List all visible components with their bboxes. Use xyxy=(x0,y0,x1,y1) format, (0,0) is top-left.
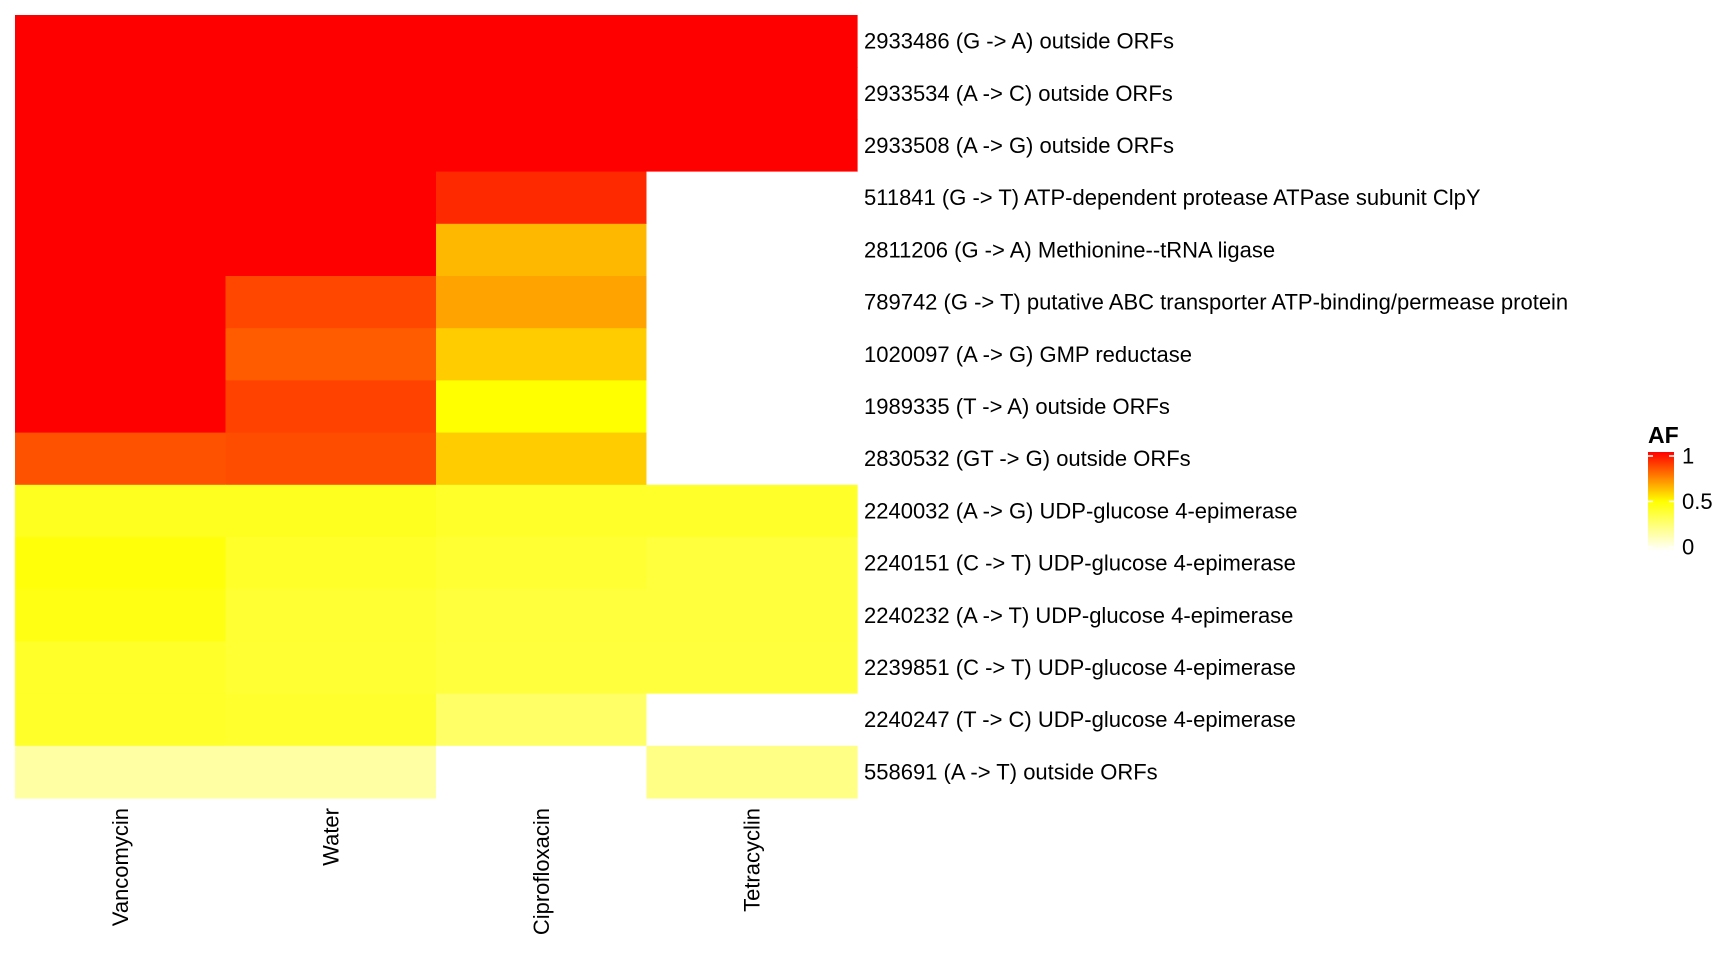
heatmap-cell xyxy=(15,276,227,329)
row-label: 558691 (A -> T) outside ORFs xyxy=(864,759,1158,784)
row-label: 2933508 (A -> G) outside ORFs xyxy=(864,133,1174,158)
heatmap-cell xyxy=(436,223,648,277)
heatmap-cell xyxy=(436,15,648,68)
heatmap-cell xyxy=(225,537,437,590)
heatmap-cell xyxy=(436,328,648,381)
heatmap-cell xyxy=(15,67,227,120)
row-label: 2830532 (GT -> G) outside ORFs xyxy=(864,446,1191,471)
heatmap-cell xyxy=(646,15,858,68)
legend-tick-label: 1 xyxy=(1682,444,1694,469)
row-label: 2239851 (C -> T) UDP-glucose 4-epimerase xyxy=(864,655,1296,680)
row-label: 2240232 (A -> T) UDP-glucose 4-epimerase xyxy=(864,603,1293,628)
heatmap-cell xyxy=(225,223,437,277)
heatmap-cell xyxy=(15,380,227,434)
row-label: 1989335 (T -> A) outside ORFs xyxy=(864,394,1170,419)
heatmap-cell xyxy=(225,484,437,538)
heatmap-cell xyxy=(15,119,227,173)
heatmap-cell xyxy=(436,67,648,120)
heatmap-cell xyxy=(646,276,858,329)
row-label: 2240032 (A -> G) UDP-glucose 4-epimerase xyxy=(864,498,1298,523)
heatmap-cell xyxy=(436,380,648,434)
heatmap-cell xyxy=(225,119,437,173)
heatmap-cell xyxy=(646,119,858,173)
heatmap-cell xyxy=(225,15,437,68)
heatmap-cell xyxy=(646,589,858,642)
heatmap-cell xyxy=(646,745,858,799)
heatmap-cell xyxy=(646,380,858,434)
heatmap-cell xyxy=(436,484,648,538)
column-label: Vancomycin xyxy=(108,808,133,926)
heatmap-cell xyxy=(646,432,858,486)
heatmap-cell xyxy=(15,223,227,277)
heatmap-cell xyxy=(225,693,437,747)
heatmap-cell xyxy=(225,276,437,329)
row-label: 1020097 (A -> G) GMP reductase xyxy=(864,342,1192,367)
heatmap-cell xyxy=(225,67,437,120)
row-labels: 2933486 (G -> A) outside ORFs 2933534 (A … xyxy=(864,29,1568,785)
heatmap-cells xyxy=(15,15,858,799)
heatmap-cell xyxy=(646,171,858,225)
column-label: Ciprofloxacin xyxy=(529,808,554,935)
heatmap-cell xyxy=(225,328,437,381)
heatmap-cell xyxy=(15,537,227,590)
heatmap-cell xyxy=(646,537,858,590)
row-label: 2240151 (C -> T) UDP-glucose 4-epimerase xyxy=(864,551,1296,576)
row-label: 2933486 (G -> A) outside ORFs xyxy=(864,29,1174,54)
legend-ticks: 00.51 xyxy=(1648,444,1713,560)
heatmap-cell xyxy=(436,171,648,225)
heatmap-cell xyxy=(436,276,648,329)
legend-tick-label: 0 xyxy=(1682,535,1694,560)
heatmap-cell xyxy=(225,745,437,799)
column-label: Tetracyclin xyxy=(739,808,764,912)
row-label: 511841 (G -> T) ATP-dependent protease A… xyxy=(864,185,1481,210)
heatmap-cell xyxy=(15,589,227,642)
column-labels: Vancomycin Water Ciprofloxacin Tetracyclin xyxy=(108,808,765,935)
legend-tick-label: 0.5 xyxy=(1682,489,1713,514)
heatmap-cell xyxy=(436,745,648,799)
heatmap-cell xyxy=(646,693,858,747)
column-label: Water xyxy=(318,808,343,866)
heatmap-cell xyxy=(436,432,648,486)
row-label: 2933534 (A -> C) outside ORFs xyxy=(864,81,1173,106)
heatmap-cell xyxy=(436,641,648,695)
heatmap-cell xyxy=(225,641,437,695)
color-legend: AF 00.51 xyxy=(1648,422,1713,560)
heatmap-cell xyxy=(646,328,858,381)
heatmap-cell xyxy=(225,589,437,642)
heatmap-cell xyxy=(15,484,227,538)
heatmap-cell xyxy=(646,67,858,120)
legend-title: AF xyxy=(1648,422,1679,448)
heatmap-cell xyxy=(436,119,648,173)
heatmap-cell xyxy=(436,693,648,747)
heatmap-cell xyxy=(15,432,227,486)
heatmap-cell xyxy=(15,693,227,747)
row-label: 2240247 (T -> C) UDP-glucose 4-epimerase xyxy=(864,707,1296,732)
heatmap-cell xyxy=(436,537,648,590)
heatmap-cell xyxy=(225,380,437,434)
heatmap-cell xyxy=(436,589,648,642)
row-label: 2811206 (G -> A) Methionine--tRNA ligase xyxy=(864,237,1275,262)
heatmap-cell xyxy=(15,15,227,68)
heatmap-cell xyxy=(646,223,858,277)
heatmap-cell xyxy=(15,328,227,381)
heatmap-cell xyxy=(15,745,227,799)
heatmap-cell xyxy=(646,641,858,695)
heatmap-cell xyxy=(15,171,227,225)
row-label: 789742 (G -> T) putative ABC transporter… xyxy=(864,290,1568,315)
heatmap-cell xyxy=(15,641,227,695)
heatmap-cell xyxy=(225,432,437,486)
heatmap-cell xyxy=(646,484,858,538)
heatmap-cell xyxy=(225,171,437,225)
